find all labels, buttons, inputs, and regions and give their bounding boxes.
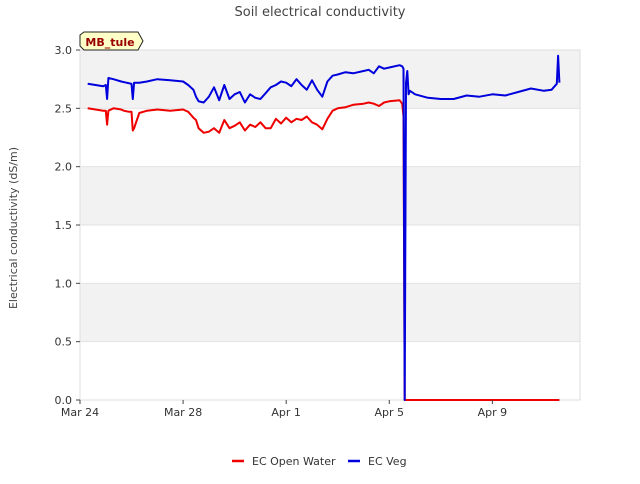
legend-label-ec-open-water: EC Open Water — [252, 455, 336, 468]
y-tick-label: 2.0 — [55, 161, 73, 174]
x-tick-label: Mar 24 — [61, 406, 99, 419]
background-bands — [80, 50, 580, 342]
x-tick-label: Apr 5 — [375, 406, 405, 419]
legend-label-ec-veg: EC Veg — [368, 455, 407, 468]
y-tick-label: 0.0 — [55, 394, 73, 407]
site-label-badge: MB_tule — [79, 31, 144, 51]
y-tick-label: 3.0 — [55, 44, 73, 57]
x-tick-label: Mar 28 — [164, 406, 202, 419]
y-tick-label: 1.5 — [55, 219, 73, 232]
x-tick-label: Apr 1 — [271, 406, 301, 419]
y-axis-ticks: 0.0 0.5 1.0 1.5 2.0 2.5 3.0 — [55, 44, 80, 407]
series-line-ec-veg — [87, 54, 561, 401]
background-band — [80, 283, 580, 342]
y-tick-label: 1.0 — [55, 277, 73, 290]
site-label: MB_tule — [85, 36, 134, 49]
x-axis-ticks: Mar 24 Mar 28 Apr 1 Apr 5 Apr 9 — [61, 400, 507, 419]
series-layer — [87, 54, 561, 401]
x-tick-label: Apr 9 — [478, 406, 508, 419]
y-tick-label: 2.5 — [55, 102, 73, 115]
site-label-box — [79, 31, 144, 51]
chart-title: Soil electrical conductivity — [234, 5, 405, 20]
y-axis-label: Electrical conductivity (dS/m) — [7, 147, 20, 309]
background-band — [80, 166, 580, 225]
legend-item-ec-veg: EC Veg — [348, 455, 407, 468]
legend-item-ec-open-water: EC Open Water — [232, 455, 336, 468]
legend: EC Open Water EC Veg — [232, 455, 407, 468]
y-tick-label: 0.5 — [55, 336, 73, 349]
series-line-ec-open-water — [87, 99, 560, 401]
